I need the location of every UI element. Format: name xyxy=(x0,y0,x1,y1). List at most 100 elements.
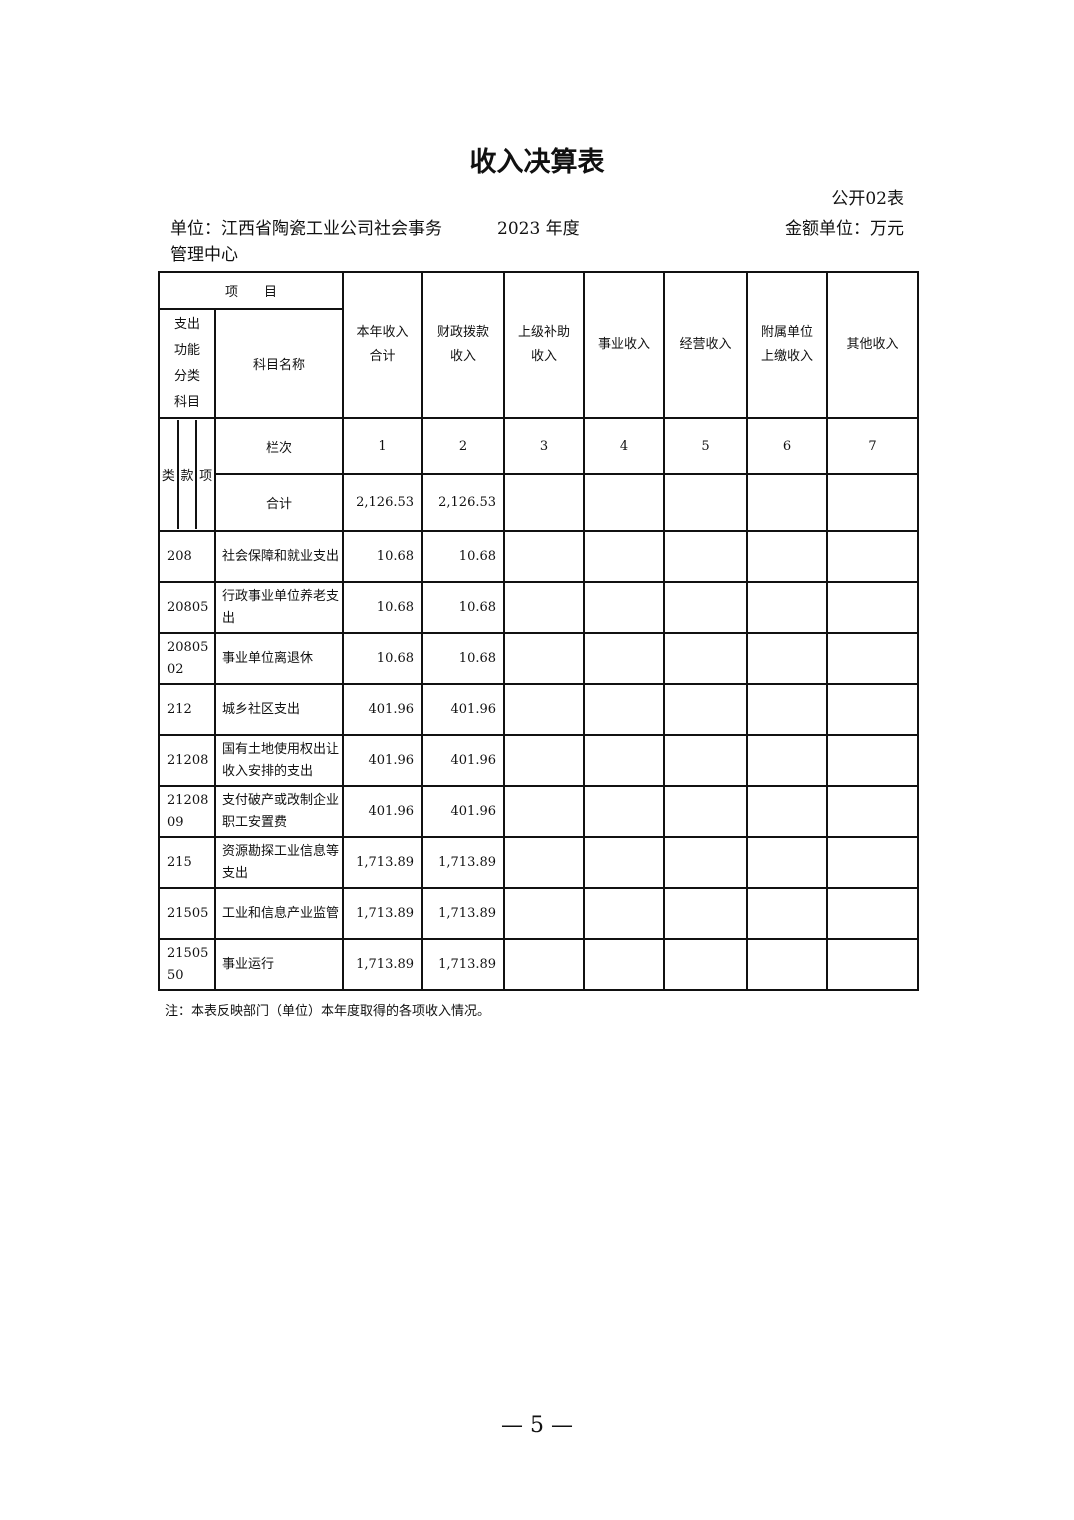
subject-name: 工业和信息产业监管 xyxy=(213,887,345,940)
table-row: 21505 工业和信息产业监管 1,713.89 1,713.89 xyxy=(158,887,920,940)
subject-code: 20805 xyxy=(158,581,216,634)
column-number: 1 xyxy=(342,417,424,475)
column-header: 其他收入 xyxy=(826,271,920,419)
item-header: 项 目 xyxy=(157,271,345,310)
amount-cell: 401.96 xyxy=(342,785,424,838)
amount-cell xyxy=(503,530,586,583)
total-value xyxy=(746,473,829,532)
amount-cell xyxy=(583,581,666,634)
table-wrapper: 项 目 本年收入合计 财政拨款收入 上级补助收入 事业收入 经营收入 附属单位上… xyxy=(157,271,920,1021)
subject-code: 21208 xyxy=(158,734,216,787)
amount-cell xyxy=(583,938,666,991)
amount-cell xyxy=(746,530,829,583)
amount-cell: 1,713.89 xyxy=(342,887,424,940)
amount-cell xyxy=(503,785,586,838)
amount-cell xyxy=(663,938,749,991)
amount-cell xyxy=(663,887,749,940)
amount-cell: 401.96 xyxy=(421,683,506,736)
amount-cell: 10.68 xyxy=(421,632,506,685)
amount-cell xyxy=(663,836,749,889)
amount-cell xyxy=(826,530,920,583)
amount-cell xyxy=(746,632,829,685)
table-row: 212 城乡社区支出 401.96 401.96 xyxy=(158,683,920,736)
amount-cell xyxy=(746,683,829,736)
amount-cell xyxy=(663,734,749,787)
column-header-label: 事业收入 xyxy=(598,337,651,352)
column-header: 财政拨款收入 xyxy=(421,271,506,419)
subject-name: 支付破产或改制企业职工安置费 xyxy=(213,785,345,838)
income-table: 项 目 本年收入合计 财政拨款收入 上级补助收入 事业收入 经营收入 附属单位上… xyxy=(157,271,920,991)
xiang-label: 项 xyxy=(199,469,213,484)
column-header: 事业收入 xyxy=(583,271,666,419)
subject-name: 事业单位离退休 xyxy=(213,632,345,685)
table-row: 215 资源勘探工业信息等支出 1,713.89 1,713.89 xyxy=(158,836,920,889)
table-code: 公开02表 xyxy=(831,189,904,209)
amount-cell xyxy=(746,887,829,940)
amount-cell: 401.96 xyxy=(421,734,506,787)
column-header: 上级补助收入 xyxy=(503,271,586,419)
amount-cell: 10.68 xyxy=(342,581,424,634)
subject-name: 行政事业单位养老支出 xyxy=(213,581,345,634)
amount-cell: 401.96 xyxy=(342,734,424,787)
amount-cell xyxy=(583,785,666,838)
amount-cell xyxy=(663,785,749,838)
column-number: 2 xyxy=(421,417,506,475)
subject-code: 215 xyxy=(158,836,216,889)
subject-name-header: 科目名称 xyxy=(213,308,345,419)
column-header-label: 经营收入 xyxy=(679,337,732,352)
subject-name: 资源勘探工业信息等支出 xyxy=(213,836,345,889)
lei-kuan-xiang-header: 类款项 xyxy=(158,417,216,532)
subject-code: 20805 02 xyxy=(158,632,216,685)
amount-cell xyxy=(746,785,829,838)
amount-cell: 1,713.89 xyxy=(342,836,424,889)
amount-cell xyxy=(583,632,666,685)
year-label: 2023 年度 xyxy=(497,219,580,239)
amount-cell xyxy=(826,632,920,685)
amount-cell: 10.68 xyxy=(421,530,506,583)
amount-cell: 10.68 xyxy=(421,581,506,634)
amount-cell xyxy=(746,836,829,889)
amount-cell xyxy=(503,938,586,991)
amount-cell: 401.96 xyxy=(342,683,424,736)
subject-code: 21208 09 xyxy=(158,785,216,838)
amount-cell xyxy=(826,581,920,634)
total-value xyxy=(826,473,920,532)
column-header: 本年收入合计 xyxy=(342,271,424,419)
subject-name: 城乡社区支出 xyxy=(213,683,345,736)
amount-cell xyxy=(826,938,920,991)
money-unit: 金额单位：万元 xyxy=(785,219,904,239)
amount-cell xyxy=(826,683,920,736)
amount-cell xyxy=(746,581,829,634)
amount-cell xyxy=(583,530,666,583)
amount-cell xyxy=(503,887,586,940)
amount-cell xyxy=(503,734,586,787)
subject-code: 212 xyxy=(158,683,216,736)
column-number: 6 xyxy=(746,417,829,475)
subject-name: 事业运行 xyxy=(213,938,345,991)
amount-cell xyxy=(826,785,920,838)
kuan-label: 款 xyxy=(179,420,198,529)
amount-cell xyxy=(826,734,920,787)
amount-cell: 1,713.89 xyxy=(421,938,506,991)
total-value: 2,126.53 xyxy=(342,473,424,532)
total-value xyxy=(503,473,586,532)
table-note: 注：本表反映部门（单位）本年度取得的各项收入情况。 xyxy=(165,1004,491,1019)
subject-code: 208 xyxy=(158,530,216,583)
table-row: 20805 02 事业单位离退休 10.68 10.68 xyxy=(158,632,920,685)
amount-cell xyxy=(663,530,749,583)
total-label: 合计 xyxy=(213,473,345,532)
amount-cell: 10.68 xyxy=(342,632,424,685)
amount-cell: 1,713.89 xyxy=(421,887,506,940)
subject-code: 21505 xyxy=(158,887,216,940)
table-row: 21505 50 事业运行 1,713.89 1,713.89 xyxy=(158,938,920,991)
amount-cell xyxy=(583,887,666,940)
column-header-label: 附属单位上缴收入 xyxy=(761,325,814,364)
table-row: 21208 国有土地使用权出让收入安排的支出 401.96 401.96 xyxy=(158,734,920,787)
amount-cell xyxy=(826,836,920,889)
amount-cell xyxy=(583,836,666,889)
amount-cell xyxy=(663,683,749,736)
column-header: 附属单位上缴收入 xyxy=(746,271,829,419)
subject-name: 国有土地使用权出让收入安排的支出 xyxy=(213,734,345,787)
amount-cell: 1,713.89 xyxy=(421,836,506,889)
amount-cell: 1,713.89 xyxy=(342,938,424,991)
